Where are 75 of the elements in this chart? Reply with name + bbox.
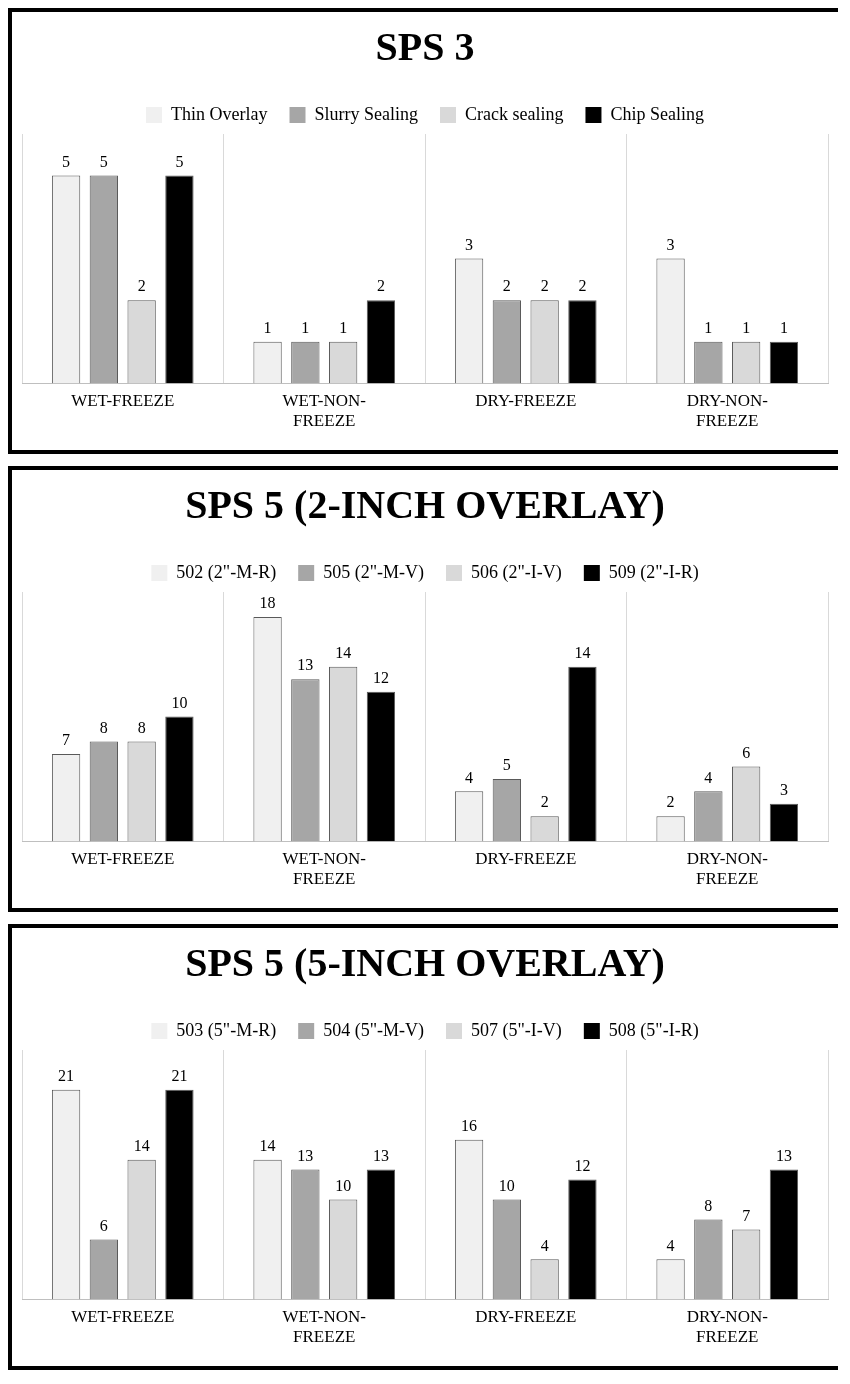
x-tick-label: DRY-NON-FREEZE [686, 1306, 769, 1347]
legend-label: 504 (5"-M-V) [323, 1019, 425, 1041]
data-label: 2 [137, 277, 146, 295]
data-label: 16 [461, 1116, 478, 1134]
data-label: 10 [171, 693, 188, 711]
data-label: 14 [133, 1136, 150, 1154]
data-label: 10 [498, 1176, 515, 1194]
x-tick-label: DRY-NON-FREEZE [686, 848, 769, 889]
legend-label: 505 (2"-M-V) [323, 561, 425, 583]
data-label: 14 [335, 643, 352, 661]
legend-label: Slurry Sealing [314, 103, 419, 124]
data-label: 2 [540, 793, 549, 811]
data-label: 12 [574, 1156, 591, 1174]
data-label: 2 [666, 793, 675, 811]
data-label: 3 [465, 235, 474, 253]
data-label: 4 [666, 1236, 675, 1254]
data-label: 14 [574, 643, 591, 661]
data-label: 5 [175, 152, 184, 170]
data-label: 4 [704, 768, 713, 786]
legend-label: Thin Overlay [171, 103, 268, 124]
x-tick-label: DRY-FREEZE [475, 848, 577, 868]
data-label: 13 [775, 1146, 792, 1164]
data-label: 4 [540, 1236, 549, 1254]
legend-label: 502 (2"-M-R) [176, 561, 277, 583]
data-label: 6 [99, 1216, 108, 1234]
data-label: 1 [263, 318, 272, 336]
data-label: 13 [297, 1146, 314, 1164]
x-tick-label: WET-FREEZE [71, 1306, 175, 1326]
data-label: 1 [301, 318, 310, 336]
data-label: 8 [704, 1196, 713, 1214]
data-label: 13 [372, 1146, 389, 1164]
data-label: 8 [137, 718, 146, 736]
data-label: 1 [779, 318, 788, 336]
data-label: 1 [742, 318, 751, 336]
chart-title: SPS 5 (5-INCH OVERLAY) [185, 940, 665, 986]
data-label: 18 [259, 594, 276, 612]
data-label: 8 [99, 718, 108, 736]
x-tick-label: WET-FREEZE [71, 848, 175, 868]
legend-label: Chip Sealing [610, 103, 704, 124]
data-label: 2 [376, 277, 385, 295]
data-label: 21 [58, 1067, 75, 1085]
data-label: 13 [297, 656, 314, 674]
legend-label: 507 (5"-I-V) [471, 1019, 562, 1041]
chart-title: SPS 3 [375, 24, 475, 70]
data-label: 2 [578, 277, 587, 295]
data-label: 7 [742, 1206, 751, 1224]
data-label: 5 [62, 152, 71, 170]
legend-label: 509 (2"-I-R) [608, 561, 699, 583]
data-label: 14 [259, 1136, 276, 1154]
legend-label: 503 (5"-M-R) [176, 1019, 277, 1041]
data-label: 2 [502, 277, 511, 295]
x-tick-label: WET-NON-FREEZE [282, 848, 367, 889]
data-label: 5 [502, 756, 511, 774]
x-tick-label: WET-NON-FREEZE [282, 1306, 367, 1347]
data-label: 3 [779, 781, 788, 799]
data-label: 4 [465, 768, 474, 786]
data-label: 6 [742, 743, 751, 761]
x-tick-label: DRY-FREEZE [475, 1306, 577, 1326]
data-label: 5 [99, 152, 108, 170]
data-label: 1 [339, 318, 348, 336]
chart-title: SPS 5 (2-INCH OVERLAY) [185, 482, 665, 528]
legend-label: 508 (5"-I-R) [608, 1019, 699, 1041]
legend-label: 506 (2"-I-V) [471, 561, 562, 583]
x-tick-label: WET-FREEZE [71, 390, 175, 410]
x-tick-label: WET-NON-FREEZE [282, 390, 367, 431]
data-label: 12 [372, 668, 389, 686]
data-label: 10 [335, 1176, 352, 1194]
data-label: 1 [704, 318, 713, 336]
legend-label: Crack sealing [465, 103, 564, 124]
x-tick-label: DRY-NON-FREEZE [686, 390, 769, 431]
data-label: 3 [666, 235, 675, 253]
data-label: 7 [62, 731, 71, 749]
data-label: 21 [171, 1067, 188, 1085]
data-label: 2 [540, 277, 549, 295]
x-tick-label: DRY-FREEZE [475, 390, 577, 410]
